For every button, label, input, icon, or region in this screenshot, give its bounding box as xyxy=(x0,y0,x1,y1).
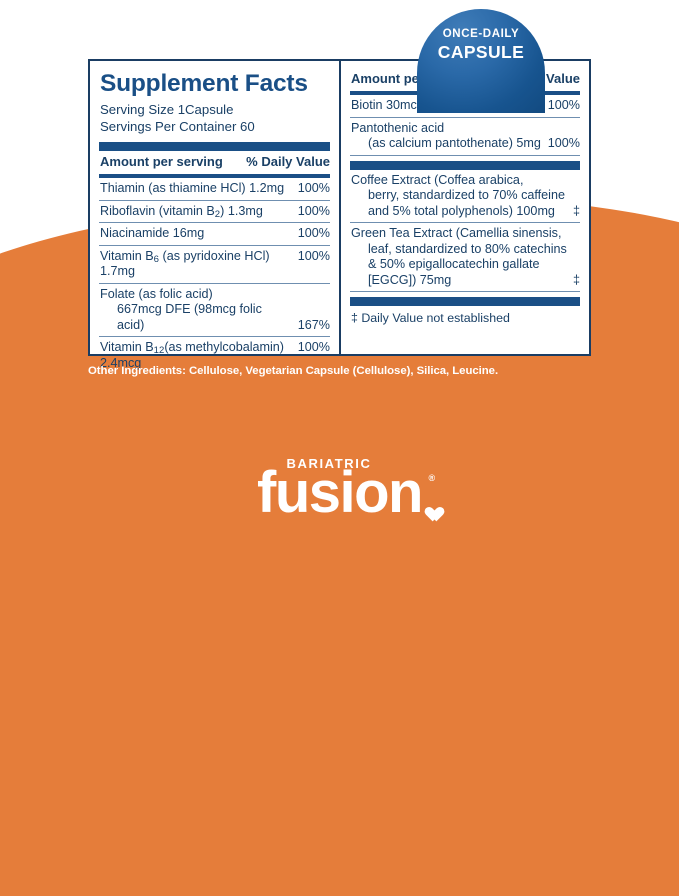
other-ingredients-text: Other Ingredients: Cellulose, Vegetarian… xyxy=(88,365,499,377)
nutrient-daily-value: 100% xyxy=(297,226,330,240)
nutrient-name: Thiamin (as thiamine HCl) 1.2mg xyxy=(100,181,285,195)
table-row: Folate (as folic acid) 667mcg DFE (98mcg… xyxy=(99,284,330,337)
ingredient-line3: and 5% total polyphenols) 100mg xyxy=(368,203,555,218)
nutrient-daily-value: 100% xyxy=(548,136,580,152)
nutrient-name-line1: Pantothenic acid xyxy=(351,120,445,135)
brand-logo: BARIATRIC fusion ® xyxy=(0,455,679,525)
nutrient-name: Vitamin B12(as methylcobalamin) 2.4mcg xyxy=(100,340,284,370)
ingredient-line2: leaf, standardized to 80% catechins xyxy=(368,241,567,256)
once-daily-capsule-badge: ONCE-DAILY CAPSULE xyxy=(417,9,545,113)
supplement-facts-left-column: Supplement Facts Serving Size 1Capsule S… xyxy=(90,61,339,370)
nutrient-daily-value-text: 167% xyxy=(297,317,330,332)
divider-thin-left xyxy=(99,174,330,178)
serving-size-line: Serving Size 1Capsule xyxy=(100,102,234,117)
heart-icon xyxy=(422,501,439,517)
table-row: Biotin 30mcg 100% xyxy=(350,95,580,118)
ingredient-line4: [EGCG]) 75mg xyxy=(368,272,452,287)
nutrient-name: Biotin 30mcg xyxy=(351,98,424,112)
nutrient-name: Pantothenic acid (as calcium pantothenat… xyxy=(351,121,548,152)
orange-background-base xyxy=(0,380,679,542)
left-header-daily-value-label: % Daily Value xyxy=(246,154,330,169)
ingredient-daily-value: ‡ xyxy=(573,273,580,289)
ingredient-daily-value-text: ‡ xyxy=(572,203,580,218)
table-row: Coffee Extract (Coffea arabica, berry, s… xyxy=(350,170,580,223)
table-row: Niacinamide 16mg 100% xyxy=(99,223,330,246)
badge-text-group: ONCE-DAILY CAPSULE xyxy=(417,28,545,62)
badge-line-capsule: CAPSULE xyxy=(437,42,525,62)
table-row: Riboflavin (vitamin B2) 1.3mg 100% xyxy=(99,201,330,223)
ingredient-daily-value: ‡ xyxy=(573,204,580,220)
ingredient-daily-value-text: ‡ xyxy=(572,272,580,287)
ingredient-name: Green Tea Extract (Camellia sinensis, le… xyxy=(351,226,573,288)
brand-logo-fusion-text: fusion xyxy=(257,460,423,525)
nutrient-daily-value: 167% xyxy=(298,318,330,334)
ingredient-name: Coffee Extract (Coffea arabica, berry, s… xyxy=(351,173,573,220)
nutrient-daily-value-text: 100% xyxy=(547,136,580,150)
brand-logo-bariatric-text: BARIATRIC xyxy=(286,456,372,471)
table-row: Green Tea Extract (Camellia sinensis, le… xyxy=(350,223,580,292)
brand-logo-inner: BARIATRIC fusion ® xyxy=(224,455,456,525)
ingredient-line2: berry, standardized to 70% caffeine xyxy=(368,188,565,202)
nutrient-name-line2: (as calcium pantothenate) 5mg xyxy=(368,136,541,150)
page-title: Supplement Facts xyxy=(100,70,308,97)
left-column-header: Amount per serving % Daily Value xyxy=(99,151,330,171)
daily-value-footnote: ‡ Daily Value not established xyxy=(351,311,510,325)
nutrient-daily-value: 100% xyxy=(297,181,330,195)
table-row: Pantothenic acid (as calcium pantothenat… xyxy=(350,118,580,156)
servings-per-container-line: Servings Per Container 60 xyxy=(100,118,255,134)
nutrient-name-line2: 667mcg DFE (98mcg folic acid) xyxy=(117,302,262,332)
badge-line-once-daily: ONCE-DAILY xyxy=(442,28,520,40)
nutrient-name: Folate (as folic acid) 667mcg DFE (98mcg… xyxy=(100,287,298,334)
table-row: Vitamin B6 (as pyridoxine HCl) 1.7mg 100… xyxy=(99,246,330,284)
nutrient-daily-value: 100% xyxy=(297,203,330,218)
nutrient-daily-value: 100% xyxy=(297,340,330,354)
table-row: Thiamin (as thiamine HCl) 1.2mg 100% xyxy=(99,178,330,201)
nutrient-name-line1: Folate (as folic acid) xyxy=(100,286,213,301)
left-header-amount-label: Amount per serving xyxy=(100,154,223,169)
divider-thick-middle-right xyxy=(350,160,580,170)
supplement-facts-panel: Supplement Facts Serving Size 1Capsule S… xyxy=(88,59,591,370)
nutrient-name: Niacinamide 16mg xyxy=(100,226,205,240)
table-row: Vitamin B12(as methylcobalamin) 2.4mcg 1… xyxy=(99,337,330,374)
divider-thick-bottom-right xyxy=(350,297,580,306)
nutrient-daily-value: 100% xyxy=(297,248,330,263)
registered-trademark-icon: ® xyxy=(428,473,436,483)
nutrient-daily-value: 100% xyxy=(547,98,580,112)
ingredient-line1: Coffee Extract (Coffea arabica, xyxy=(351,172,524,187)
ingredient-line1: Green Tea Extract (Camellia sinensis, xyxy=(351,226,562,240)
divider-thick-top-left xyxy=(99,142,330,151)
nutrient-name: Vitamin B6 (as pyridoxine HCl) 1.7mg xyxy=(100,248,270,279)
ingredient-line3: & 50% epigallocatechin gallate xyxy=(368,257,540,271)
nutrient-name: Riboflavin (vitamin B2) 1.3mg xyxy=(100,203,263,220)
